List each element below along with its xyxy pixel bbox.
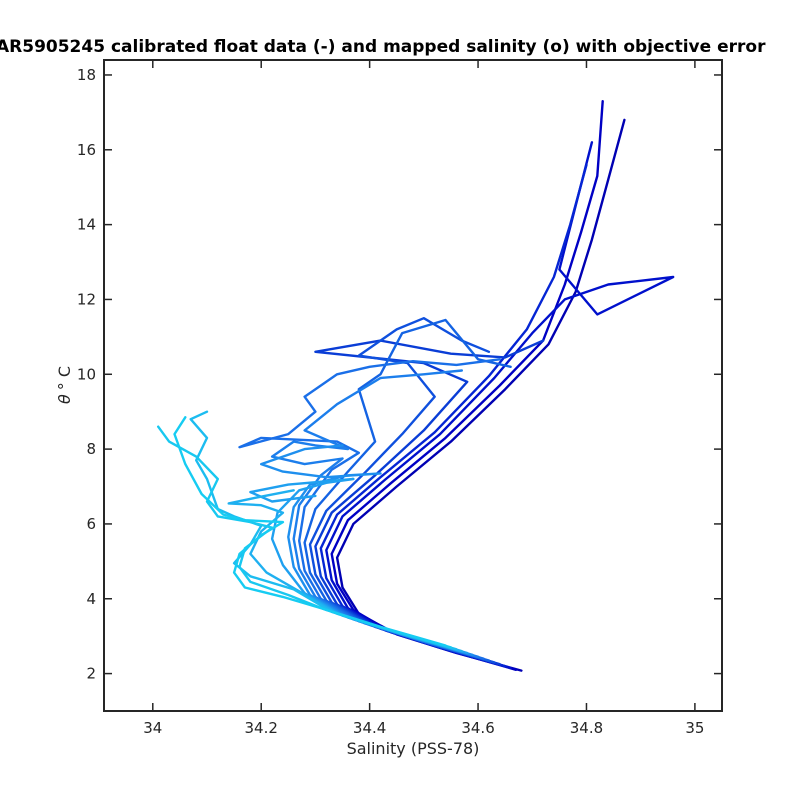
x-tick-label: 35 xyxy=(685,719,704,737)
x-tick-label: 34.8 xyxy=(570,719,603,737)
series-layer xyxy=(156,99,675,672)
axes-frame xyxy=(103,59,723,712)
y-axis-symbol: θ xyxy=(55,394,74,404)
profile-line-8 xyxy=(238,358,501,660)
y-tick-label: 2 xyxy=(86,665,96,683)
y-tick-label: 18 xyxy=(77,66,96,84)
y-tick-label: 4 xyxy=(86,590,96,608)
y-axis: 2 4 6 8 10 12 14 16 18 xyxy=(77,66,722,683)
y-axis-label: θ ° C xyxy=(55,366,74,404)
x-tick-label: 34.4 xyxy=(353,719,386,737)
x-axis: 34 34.2 34.4 34.6 34.8 35 xyxy=(143,60,704,737)
x-tick-label: 34 xyxy=(143,719,162,737)
y-tick-label: 6 xyxy=(86,515,96,533)
y-tick-label: 16 xyxy=(77,141,96,159)
y-axis-unit: ° C xyxy=(55,366,74,390)
x-tick-label: 34.6 xyxy=(461,719,494,737)
profile-line-15 xyxy=(173,416,447,647)
chart-title: AR5905245 calibrated float data (-) and … xyxy=(0,37,766,57)
x-tick-label: 34.2 xyxy=(245,719,278,737)
x-axis-label: Salinity (PSS-78) xyxy=(347,739,480,758)
y-tick-label: 8 xyxy=(86,440,96,458)
y-tick-label: 14 xyxy=(77,216,96,234)
y-tick-label: 10 xyxy=(77,365,96,383)
y-tick-label: 12 xyxy=(77,290,96,308)
